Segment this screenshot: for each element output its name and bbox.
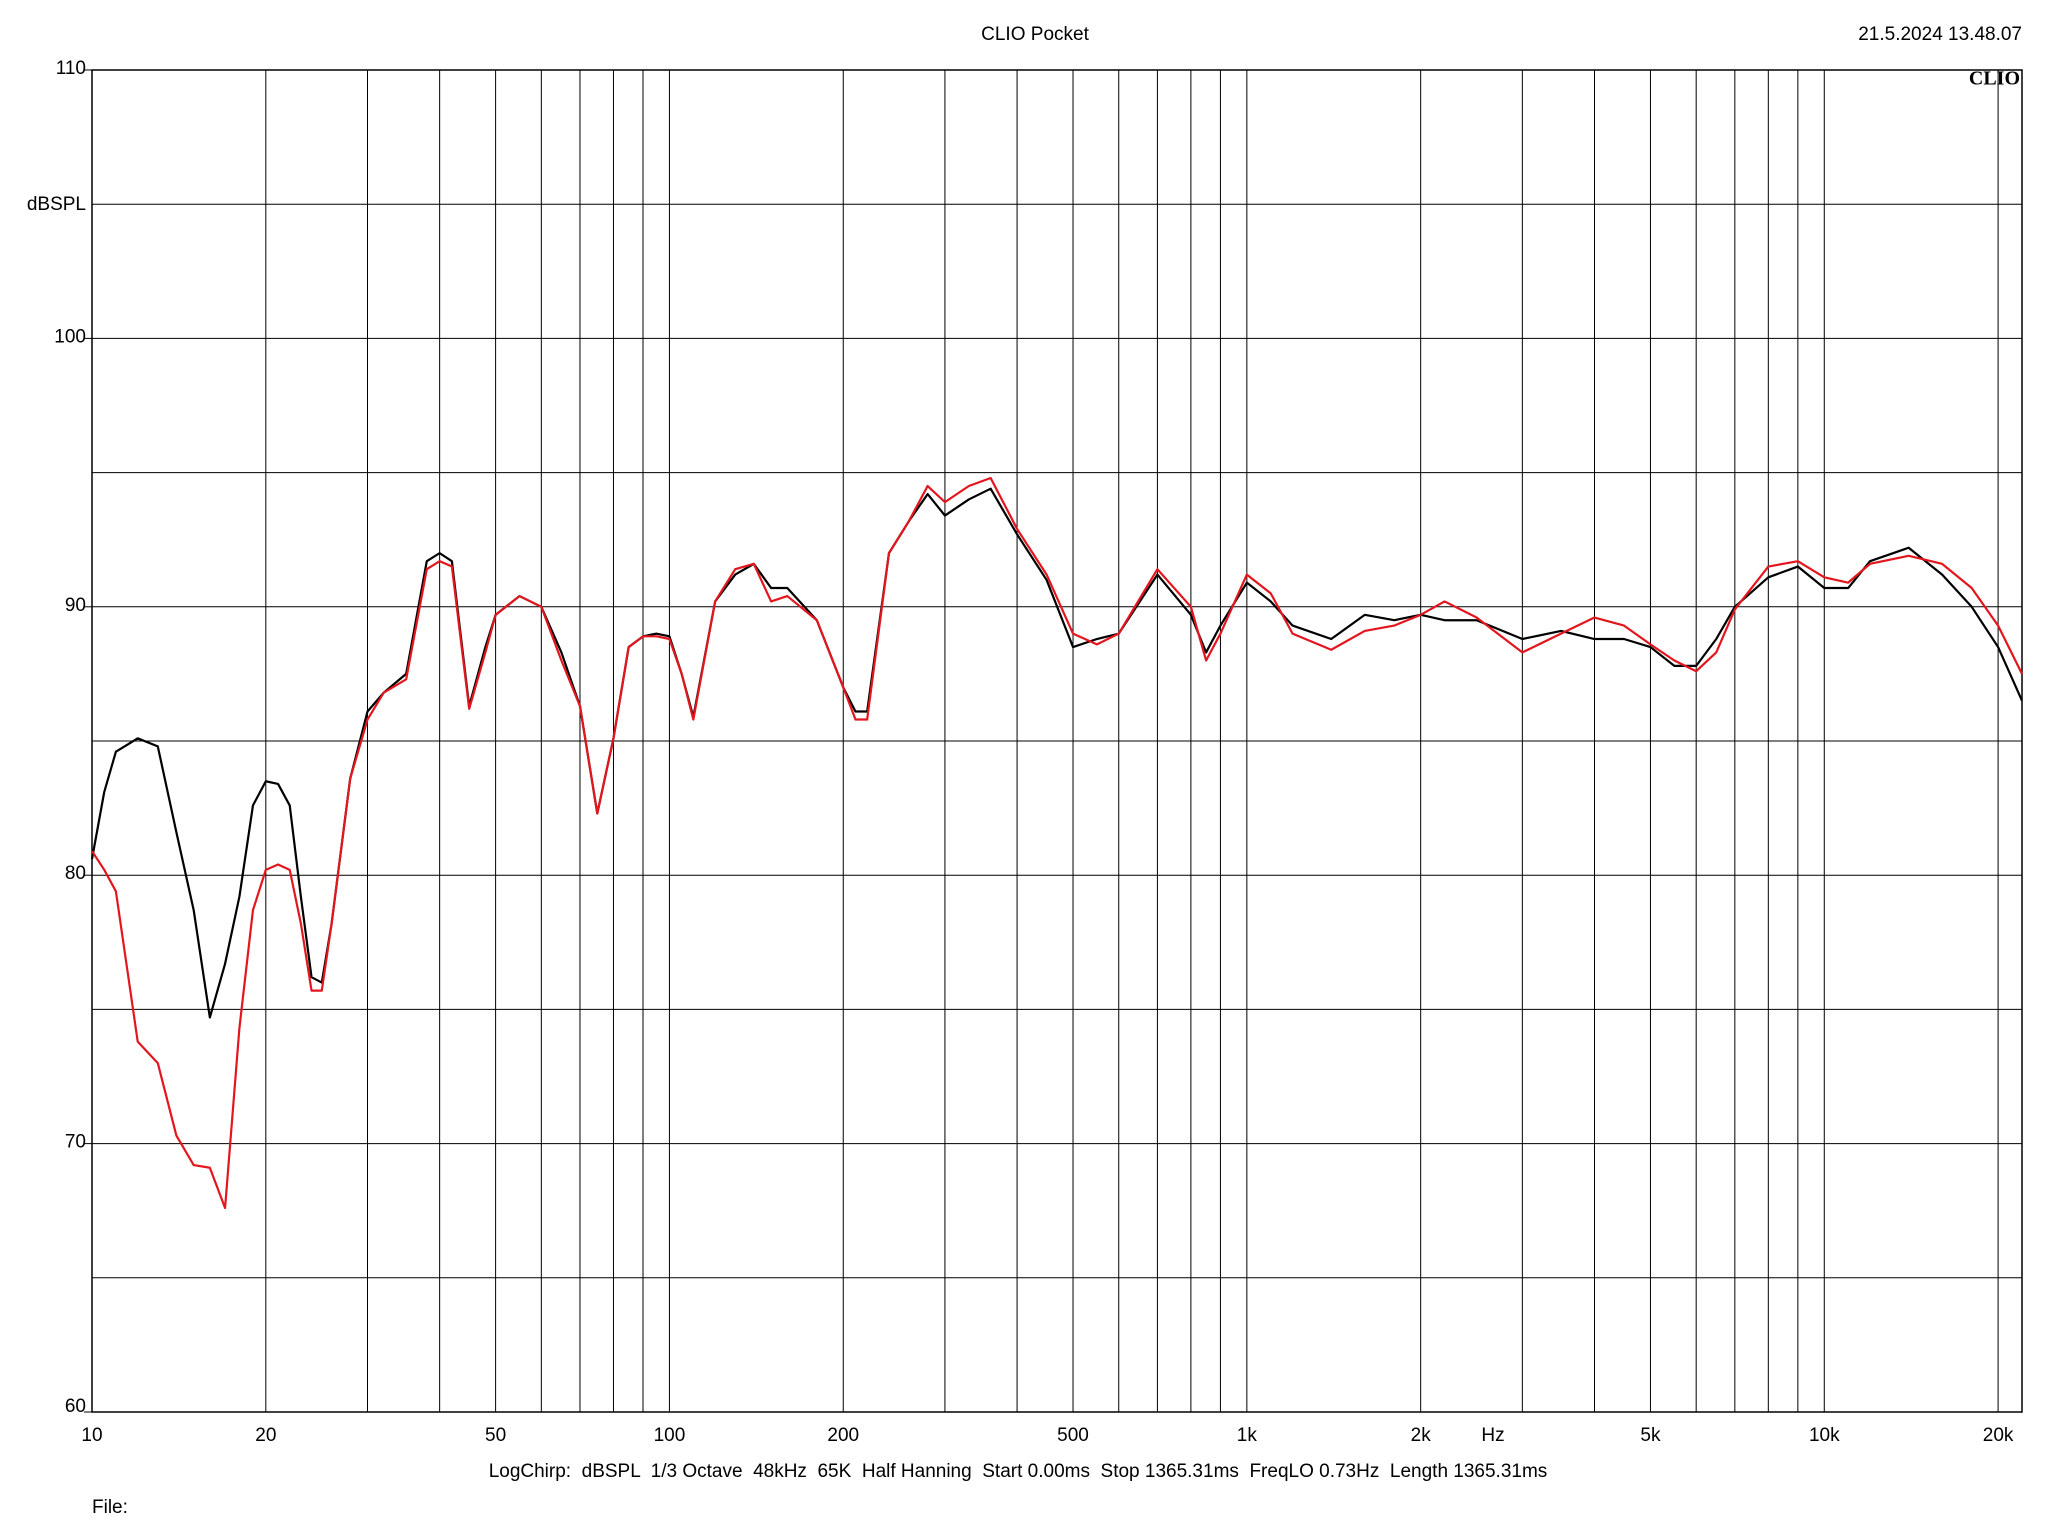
y-tick-label: 70 [65, 1132, 86, 1153]
plot-border [91, 69, 2023, 1413]
x-tick-label: 5k [1640, 1425, 1661, 1446]
y-axis-label: dBSPL [27, 194, 86, 215]
y-tick-label: 60 [65, 1396, 86, 1417]
x-tick-label: 500 [1057, 1425, 1089, 1446]
footer: LogChirp: dBSPL 1/3 Octave 48kHz 65K Hal… [489, 1461, 1548, 1482]
x-tick-label: 10 [81, 1425, 102, 1446]
x-tick-label: 200 [827, 1425, 859, 1446]
x-tick-label: 50 [485, 1425, 506, 1446]
file-label: File: [92, 1497, 128, 1518]
x-tick-label: 20 [255, 1425, 276, 1446]
y-tick-label: 90 [65, 595, 86, 616]
x-axis-label: Hz [1481, 1425, 1504, 1446]
chart-title: CLIO Pocket [981, 24, 1089, 45]
x-tick-label: 1k [1237, 1425, 1258, 1446]
timestamp: 21.5.2024 13.48.07 [1858, 24, 2022, 45]
x-tick-label: 10k [1809, 1425, 1840, 1446]
x-tick-label: 2k [1411, 1425, 1432, 1446]
y-tick-label: 80 [65, 863, 86, 884]
series-line [91, 476, 2023, 1210]
logo: CLIO [1969, 68, 2020, 90]
y-tick-label: 110 [56, 58, 86, 79]
y-tick-label: 100 [54, 326, 86, 347]
x-tick-label: 20k [1983, 1425, 2014, 1446]
x-tick-label: 100 [654, 1425, 686, 1446]
